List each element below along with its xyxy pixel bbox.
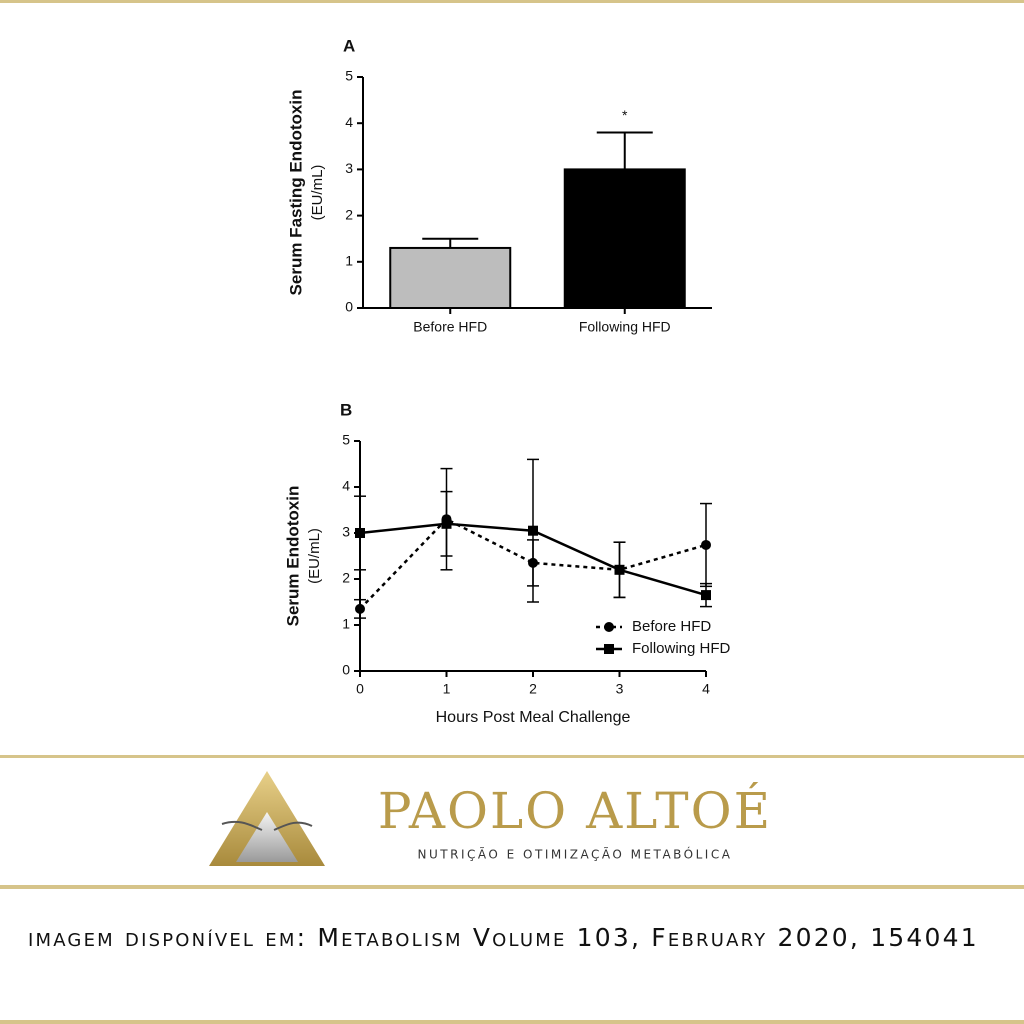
bar	[563, 168, 686, 309]
brand-name: PAOLO ALTOÉ	[378, 781, 772, 840]
y-axis-label: Serum Endotoxin	[283, 486, 302, 627]
y-tick-label: 0	[345, 299, 353, 315]
x-axis-label: Hours Post Meal Challenge	[436, 709, 631, 726]
y-tick-label: 3	[345, 160, 353, 176]
panel-label: A	[343, 36, 355, 55]
legend-label: Following HFD	[632, 640, 731, 657]
brand-tagline: NUTRIÇÃO E OTIMIZAÇÃO METABÓLICA	[418, 847, 733, 862]
top-rule	[0, 0, 1024, 3]
x-tick-label: 3	[616, 681, 624, 697]
x-tick-label: Before HFD	[413, 319, 487, 335]
legend-marker	[604, 644, 614, 654]
data-point	[528, 525, 538, 536]
y-tick-label: 3	[342, 524, 350, 540]
legend-marker	[604, 622, 614, 632]
data-point	[441, 518, 452, 529]
y-axis-unit: (EU/mL)	[309, 165, 326, 221]
y-tick-label: 1	[342, 616, 350, 632]
y-tick-label: 2	[345, 206, 353, 222]
data-point	[701, 539, 711, 550]
data-point	[355, 528, 365, 538]
data-point	[614, 564, 625, 575]
y-tick-label: 2	[342, 570, 350, 586]
x-tick-label: 0	[356, 681, 364, 697]
y-tick-label: 4	[345, 114, 353, 130]
x-tick-label: 4	[702, 681, 710, 697]
x-tick-label: Following HFD	[579, 319, 671, 335]
brand-rule-bottom	[0, 885, 1024, 889]
logo	[209, 771, 325, 866]
caption: imagem disponível em: Metabolism Volume …	[28, 923, 979, 952]
data-point	[701, 590, 711, 601]
bar	[389, 246, 512, 310]
x-tick-label: 1	[443, 681, 451, 697]
legend-label: Before HFD	[632, 618, 711, 635]
y-tick-label: 5	[345, 68, 353, 84]
series-line	[359, 517, 707, 610]
y-tick-label: 0	[342, 662, 350, 678]
panel-label: B	[340, 400, 352, 419]
y-tick-label: 1	[345, 253, 353, 269]
annotation: *	[622, 107, 628, 123]
data-point	[355, 603, 365, 614]
bottom-rule	[0, 1020, 1024, 1024]
y-tick-label: 5	[342, 432, 350, 448]
x-tick-label: 2	[529, 681, 537, 697]
brand-rule-top	[0, 755, 1024, 758]
y-tick-label: 4	[342, 478, 350, 494]
y-axis-label: Serum Fasting Endotoxin	[286, 90, 305, 296]
y-axis-unit: (EU/mL)	[306, 528, 323, 584]
